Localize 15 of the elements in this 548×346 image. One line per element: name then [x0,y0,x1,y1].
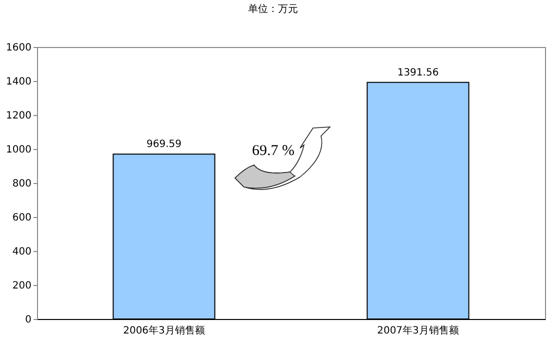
data-label: 969.59 [146,139,182,150]
y-tick-label: 1000 [6,144,32,156]
y-tick-label: 1400 [6,76,32,88]
data-label: 1391.56 [397,67,439,78]
annotation: 69.7 % [252,143,294,160]
y-tick-label: 400 [12,246,32,258]
y-tick-label: 600 [12,212,32,224]
x-tick-label: 2006年3月销售额 [123,324,205,336]
y-tick-label: 800 [12,178,32,190]
y-tick-label: 200 [12,280,32,292]
chart-title: 单位：万元 [248,3,298,15]
x-tick-label: 2007年3月销售额 [377,324,459,336]
y-tick-label: 0 [25,314,32,326]
y-tick-label: 1200 [6,110,32,122]
y-tick-label: 1600 [6,42,32,54]
